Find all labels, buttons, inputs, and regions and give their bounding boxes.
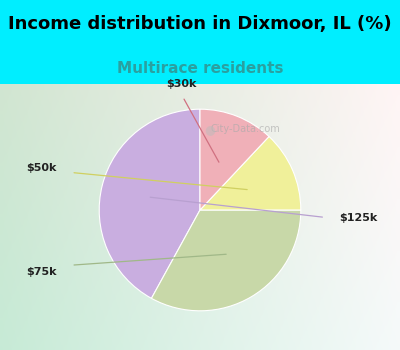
Text: City-Data.com: City-Data.com — [210, 124, 280, 134]
Text: Income distribution in Dixmoor, IL (%): Income distribution in Dixmoor, IL (%) — [8, 14, 392, 33]
Text: Multirace residents: Multirace residents — [117, 61, 283, 76]
Wedge shape — [152, 210, 301, 311]
Wedge shape — [200, 109, 269, 210]
Text: $50k: $50k — [26, 163, 57, 173]
Text: ●: ● — [205, 123, 216, 136]
Text: $30k: $30k — [167, 79, 197, 89]
Wedge shape — [99, 109, 200, 298]
Wedge shape — [200, 136, 301, 210]
Text: $75k: $75k — [26, 267, 57, 278]
Text: $125k: $125k — [339, 213, 377, 223]
